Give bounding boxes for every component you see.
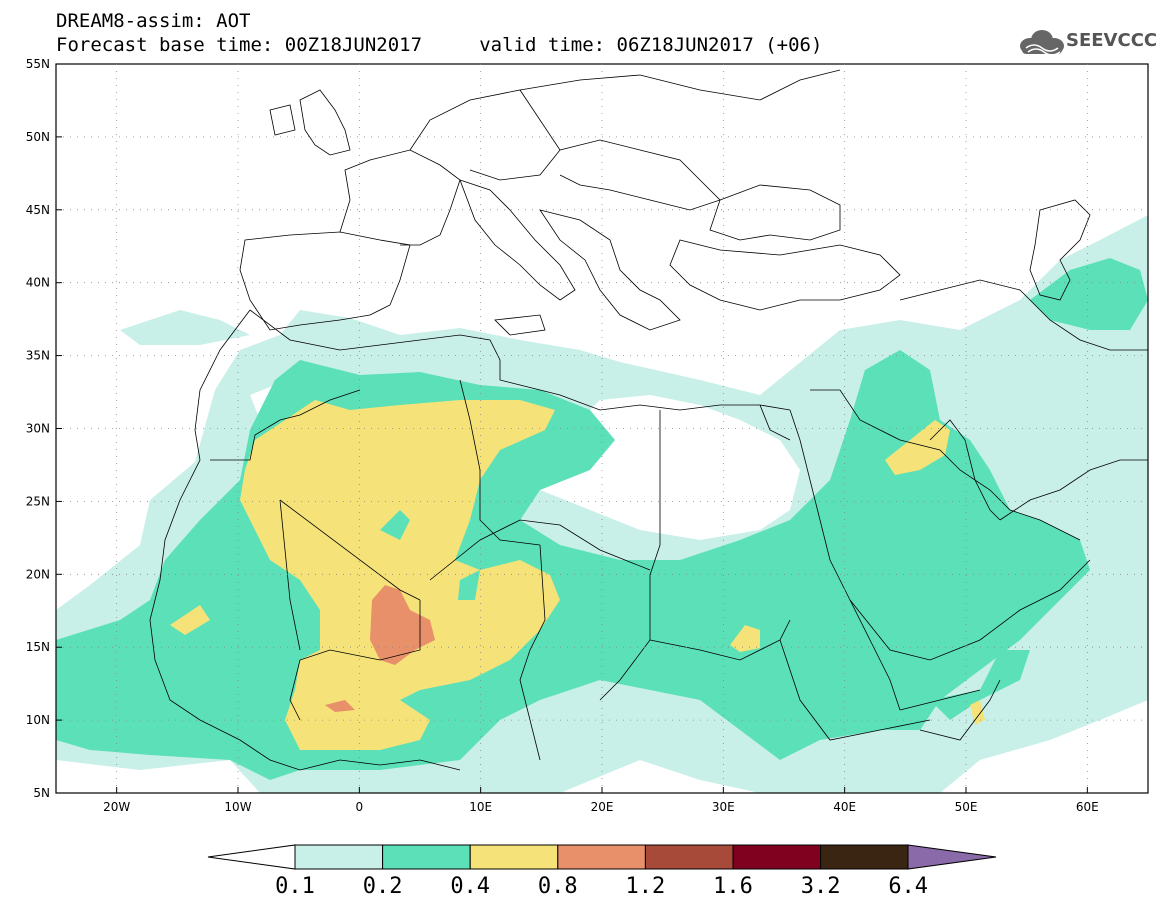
aot-level-0.2 [458,570,480,600]
colorbar-swatch [820,844,909,870]
lat-label: 45N [26,203,50,217]
colorbar-swatch [732,844,822,870]
map-title: DREAM8-assim: AOT [56,10,251,32]
lat-label: 55N [26,57,50,71]
lat-label: 30N [26,422,50,436]
lon-label: 30E [712,800,735,814]
lat-label: 50N [26,130,50,144]
lon-label: 20W [103,800,130,814]
aot-level-0.8 [325,585,435,712]
forecast-time-subtitle: Forecast base time: 00Z18JUN2017 valid t… [56,34,823,56]
lon-label: 20E [591,800,614,814]
colorbar-labels: 0.1 0.2 0.4 0.8 1.2 1.6 3.2 6.4 [275,874,928,899]
colorbar-swatches [294,844,909,870]
colorbar-label: 1.2 [626,874,666,899]
colorbar-swatch [644,844,734,870]
aot-level-0.2 [380,510,410,540]
aot-level-0.4 [170,400,985,750]
colorbar-swatch [557,844,646,870]
colorbar-label: 0.2 [363,874,403,899]
lon-label: 0 [356,800,364,814]
colorbar-label: 0.1 [275,874,315,899]
country-borders [149,69,1148,771]
grid-lines [56,64,1148,793]
axis-ticks: 55N 50N 45N 40N 35N 30N 25N 20N 15N 10N 5N 20W 10W 0 1… [26,57,1099,814]
colorbar-lower-arrow [207,844,296,870]
lat-label: 20N [26,567,50,581]
lon-label: 60E [1076,800,1099,814]
colorbar-upper-arrow [907,844,997,870]
logo-text: SEEVCCC [1066,30,1158,51]
colorbar-swatch [294,844,384,870]
colorbar-label: 0.4 [450,874,490,899]
lat-label: 10N [26,713,50,727]
colorbar-label: 1.6 [713,874,753,899]
lat-label: 15N [26,640,50,654]
lat-label: 25N [26,494,50,508]
cloud-logo-icon [1020,30,1064,56]
lat-label: 5N [33,786,50,800]
colorbar-label: 0.8 [538,874,578,899]
lat-label: 35N [26,349,50,363]
aot-contours [56,69,1148,793]
lon-label: 40E [833,800,856,814]
colorbar-label: 3.2 [801,874,841,899]
colorbar-swatch [469,844,559,870]
lon-label: 50E [955,800,978,814]
colorbar-swatch [382,844,471,870]
colorbar-label: 6.4 [888,874,928,899]
lon-label: 10W [224,800,251,814]
lon-label: 10E [469,800,492,814]
lat-label: 40N [26,276,50,290]
